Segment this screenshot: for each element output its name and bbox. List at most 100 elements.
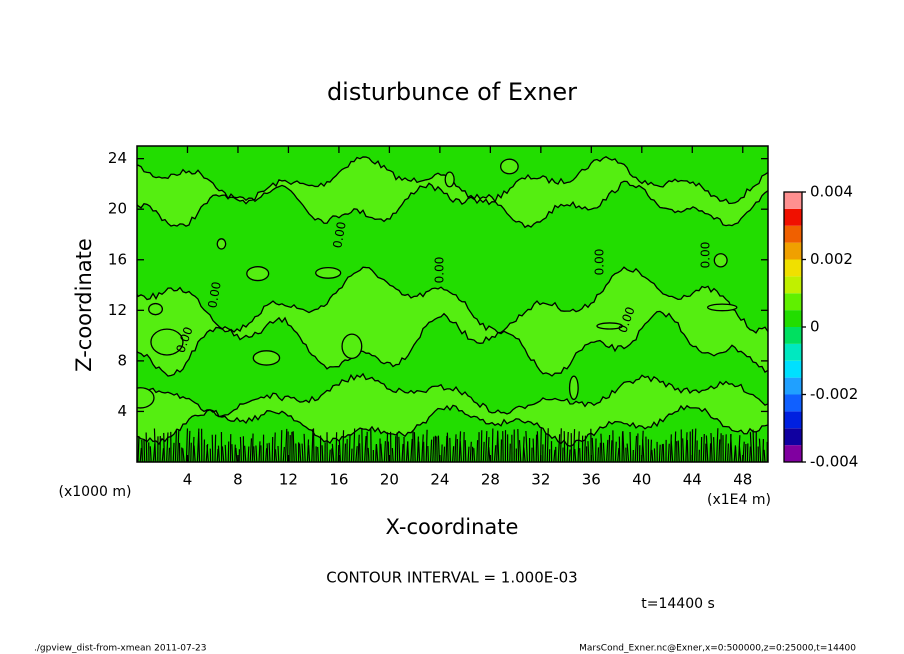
field-noise bbox=[298, 443, 302, 462]
field-noise bbox=[168, 447, 171, 462]
field-noise bbox=[287, 431, 289, 462]
field-noise bbox=[282, 446, 285, 462]
field-noise bbox=[413, 432, 416, 462]
y-tick-label: 8 bbox=[117, 351, 127, 369]
field-noise bbox=[153, 428, 157, 462]
field-noise bbox=[383, 441, 386, 462]
field-noise bbox=[211, 434, 214, 462]
colorbar-band bbox=[784, 343, 802, 361]
colorbar-band bbox=[784, 411, 802, 429]
field-blob bbox=[713, 253, 728, 268]
field-noise bbox=[367, 447, 370, 462]
field-noise bbox=[634, 435, 638, 462]
x-tick-label: 20 bbox=[380, 471, 399, 489]
field-noise bbox=[727, 443, 729, 462]
field-noise bbox=[602, 442, 605, 462]
field-noise bbox=[221, 446, 225, 462]
field-noise bbox=[188, 430, 191, 462]
field-noise bbox=[636, 433, 639, 462]
field-noise bbox=[626, 443, 630, 462]
field-noise bbox=[427, 446, 429, 462]
field-noise bbox=[255, 445, 258, 462]
field-noise bbox=[338, 440, 341, 462]
field-noise bbox=[137, 436, 140, 462]
field-noise bbox=[642, 439, 645, 462]
field-noise bbox=[445, 435, 448, 462]
field-noise bbox=[480, 430, 483, 462]
field-noise bbox=[216, 448, 219, 462]
colorbar-tick-label: -0.002 bbox=[810, 385, 858, 403]
field-noise bbox=[653, 448, 656, 462]
field-noise bbox=[235, 447, 238, 462]
y-tick-label: 16 bbox=[108, 250, 127, 268]
field-noise bbox=[734, 446, 737, 462]
field-noise bbox=[591, 437, 594, 462]
field-noise bbox=[174, 429, 178, 462]
field-noise bbox=[702, 433, 705, 462]
field-noise bbox=[454, 434, 457, 462]
field-noise bbox=[685, 432, 688, 462]
field-noise bbox=[311, 428, 314, 462]
field-noise bbox=[677, 440, 680, 462]
field-noise bbox=[763, 449, 766, 462]
field-noise bbox=[284, 428, 288, 462]
field-noise bbox=[606, 439, 609, 462]
field-region bbox=[137, 156, 768, 229]
field-blob bbox=[341, 333, 363, 360]
field-noise bbox=[467, 446, 470, 462]
field-noise bbox=[577, 431, 580, 462]
field-noise bbox=[497, 431, 500, 462]
field-noise bbox=[387, 441, 390, 462]
x-tick-label: 48 bbox=[733, 471, 752, 489]
field-noise bbox=[544, 433, 547, 462]
field-noise bbox=[141, 439, 143, 462]
field-noise bbox=[364, 435, 367, 462]
field-noise bbox=[557, 434, 561, 462]
field-noise bbox=[650, 439, 653, 462]
field-noise bbox=[161, 448, 165, 462]
colorbar-band bbox=[784, 327, 802, 344]
field-noise bbox=[301, 443, 304, 462]
x-tick-label: 24 bbox=[430, 471, 449, 489]
field-noise bbox=[669, 434, 672, 462]
colorbar-band bbox=[784, 394, 802, 412]
field-noise bbox=[401, 443, 404, 462]
field-noise bbox=[667, 443, 670, 462]
field-noise bbox=[694, 428, 697, 462]
colorbar-band bbox=[784, 192, 802, 209]
field-noise bbox=[321, 445, 324, 462]
field-noise bbox=[416, 436, 419, 462]
field-noise bbox=[536, 431, 539, 462]
field-noise bbox=[610, 440, 613, 462]
x-tick-label: 8 bbox=[233, 471, 243, 489]
field-noise bbox=[268, 442, 271, 462]
field-noise bbox=[353, 428, 356, 462]
field-noise bbox=[224, 444, 227, 462]
field-blob bbox=[706, 303, 738, 312]
field-noise bbox=[682, 438, 685, 462]
field-noise bbox=[375, 443, 379, 462]
field-noise bbox=[425, 429, 428, 462]
field-noise bbox=[597, 447, 600, 462]
field-noise bbox=[493, 445, 497, 462]
field-noise bbox=[217, 445, 220, 462]
colorbar-band bbox=[784, 242, 802, 260]
field-noise bbox=[724, 434, 727, 462]
field-noise bbox=[410, 438, 413, 462]
field-noise bbox=[482, 441, 485, 462]
field-noise bbox=[718, 439, 721, 462]
field-blob bbox=[216, 238, 227, 250]
field-noise bbox=[459, 441, 462, 462]
colorbar-tick-label: 0 bbox=[810, 318, 820, 336]
field-noise bbox=[280, 430, 283, 462]
field-noise bbox=[629, 431, 632, 462]
field-noise bbox=[449, 437, 451, 462]
plot-frame bbox=[136, 145, 769, 463]
x-tick-label: 40 bbox=[632, 471, 651, 489]
field-noise bbox=[463, 431, 465, 462]
field-noise bbox=[143, 439, 146, 462]
field-noise bbox=[355, 446, 358, 462]
field-noise bbox=[579, 448, 581, 462]
x-tick-label: 28 bbox=[481, 471, 500, 489]
